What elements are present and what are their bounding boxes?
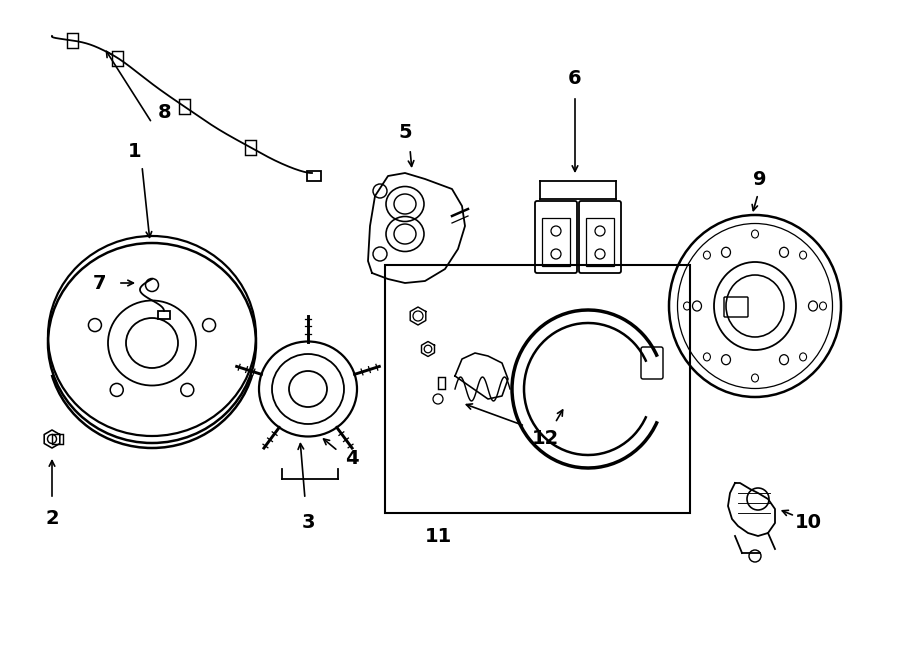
Bar [245, 140, 256, 155]
Text: 12: 12 [531, 430, 559, 449]
Text: 5: 5 [398, 124, 412, 143]
Bar [158, 311, 170, 319]
Text: 8: 8 [158, 104, 172, 122]
Text: 7: 7 [94, 274, 107, 293]
Bar [112, 51, 123, 65]
Bar [67, 33, 78, 48]
Text: 6: 6 [568, 69, 581, 89]
Bar [586, 218, 614, 266]
Text: 10: 10 [795, 514, 822, 533]
Bar [385, 265, 690, 513]
Text: 4: 4 [346, 449, 359, 469]
Bar [438, 377, 445, 389]
Bar [52, 434, 63, 444]
Text: 9: 9 [753, 169, 767, 188]
Bar [542, 218, 570, 266]
Text: 11: 11 [425, 527, 452, 545]
Text: 2: 2 [45, 510, 58, 529]
Text: 3: 3 [302, 514, 315, 533]
Bar [307, 171, 321, 181]
Bar [179, 99, 190, 114]
Text: 1: 1 [128, 141, 142, 161]
